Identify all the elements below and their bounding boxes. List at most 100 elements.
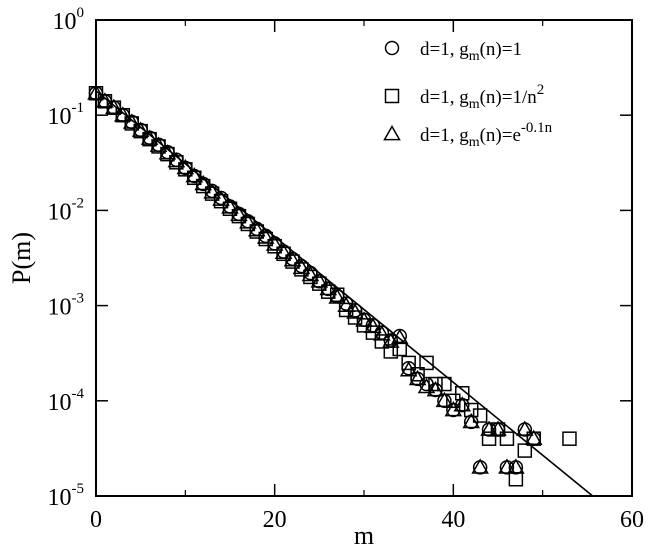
data-point-square — [383, 344, 399, 359]
data-point-triangle — [122, 113, 141, 129]
legend-label-main: d=1, g — [420, 87, 469, 108]
data-point-triangle — [96, 92, 114, 108]
y-tick-base: 10 — [48, 295, 72, 321]
data-point-triangle — [176, 158, 195, 175]
data-point-triangle — [149, 136, 168, 152]
data-point-triangle — [346, 303, 364, 319]
data-point-triangle — [274, 243, 293, 260]
plot-frame — [95, 19, 633, 497]
data-point-square — [508, 471, 524, 487]
data-point-triangle — [355, 311, 373, 327]
y-tick-exponent: -3 — [72, 291, 85, 307]
data-point-square — [419, 355, 434, 371]
data-point-triangle — [131, 121, 150, 137]
legend-entry-label: d=1, gm(n)=e-0.1n — [420, 120, 553, 150]
y-tick-label: 10-3 — [48, 291, 85, 321]
data-point-square — [481, 431, 497, 446]
data-point-triangle — [158, 144, 177, 160]
data-point-square — [455, 386, 470, 401]
y-tick-base: 10 — [48, 485, 72, 511]
data-point-triangle — [319, 279, 338, 296]
data-point-square — [195, 178, 211, 194]
data-point-triangle — [498, 458, 516, 474]
data-point-triangle — [328, 288, 346, 304]
data-point-square — [517, 443, 533, 458]
data-point-triangle — [265, 235, 284, 251]
data-point-triangle — [221, 198, 239, 214]
y-tick-exponent: -2 — [72, 195, 85, 211]
data-point-square — [312, 276, 327, 291]
data-point-square — [285, 254, 300, 269]
data-point-square — [267, 239, 282, 254]
x-tick-label: 0 — [90, 507, 102, 533]
x-tick-label: 60 — [620, 507, 644, 533]
y-tick-label: 10-4 — [48, 386, 85, 416]
legend-marker-circle — [384, 40, 400, 56]
legend-label-subscript: m — [469, 97, 480, 112]
data-point-square — [204, 186, 220, 201]
data-point-triangle — [185, 166, 204, 183]
legend-label-tail: (n)=1/n — [480, 87, 538, 108]
y-tick-base: 10 — [48, 199, 72, 225]
data-point-triangle — [212, 190, 230, 206]
data-point-triangle — [292, 258, 311, 275]
data-point-triangle — [435, 391, 454, 408]
data-point-triangle — [364, 317, 382, 334]
y-tick-label: 10-1 — [48, 100, 85, 130]
y-tick-base: 10 — [48, 390, 72, 416]
series-triangle — [87, 84, 543, 474]
y-axis-label: P(m) — [7, 232, 36, 284]
data-point-triangle — [230, 205, 248, 222]
legend-label-subscript: m — [469, 135, 480, 150]
data-point-triangle — [283, 251, 302, 267]
data-point-triangle — [310, 272, 329, 288]
data-point-square — [249, 224, 265, 239]
data-point-square — [374, 334, 390, 349]
data-point-square — [222, 201, 238, 217]
legend-label-tail: (n)=e — [480, 125, 521, 146]
legend-marker-square — [384, 88, 400, 104]
legend-label-superscript: 2 — [537, 82, 545, 98]
data-point-triangle — [444, 401, 463, 417]
y-tick-exponent: -4 — [72, 386, 85, 402]
data-point-square — [499, 431, 515, 446]
legend-label-main: d=1, g — [420, 125, 469, 146]
y-tick-base: 10 — [53, 9, 77, 35]
y-tick-exponent: 0 — [77, 5, 85, 21]
data-point-square — [392, 341, 407, 357]
data-point-square — [231, 208, 247, 224]
x-axis-label: m — [354, 521, 374, 545]
legend: d=1, gm(n)=1d=1, gm(n)=1/n2d=1, gm(n)=e-… — [383, 39, 553, 150]
data-point-square — [294, 262, 309, 277]
y-tick-label: 10-5 — [48, 481, 85, 511]
data-point-triangle — [194, 174, 212, 191]
y-tick-label: 100 — [53, 5, 85, 35]
data-point-square — [410, 367, 425, 382]
y-tick-exponent: -5 — [72, 481, 85, 497]
data-point-triangle — [337, 296, 355, 312]
data-point-triangle — [408, 369, 427, 386]
data-point-triangle — [489, 420, 507, 436]
data-point-triangle — [105, 98, 123, 115]
data-point-triangle — [239, 213, 257, 229]
data-point-triangle — [390, 328, 409, 345]
data-point-square — [213, 193, 229, 209]
legend-entry-label: d=1, gm(n)=1/n2 — [420, 82, 544, 112]
legend-label-subscript: m — [469, 49, 480, 64]
y-tick-base: 10 — [48, 104, 72, 130]
y-tick-label: 10-2 — [48, 195, 85, 225]
data-point-triangle — [507, 458, 525, 474]
data-point-triangle — [373, 325, 391, 341]
data-point-triangle — [140, 129, 159, 145]
data-point-triangle — [471, 458, 489, 474]
data-point-triangle — [516, 420, 534, 436]
data-point-square — [437, 376, 452, 392]
legend-label-main: d=1, g — [420, 39, 469, 60]
data-point-square — [401, 355, 416, 371]
data-point-square — [133, 123, 148, 139]
data-point-triangle — [248, 221, 266, 237]
series-square — [88, 86, 577, 487]
data-point-triangle — [453, 396, 472, 412]
